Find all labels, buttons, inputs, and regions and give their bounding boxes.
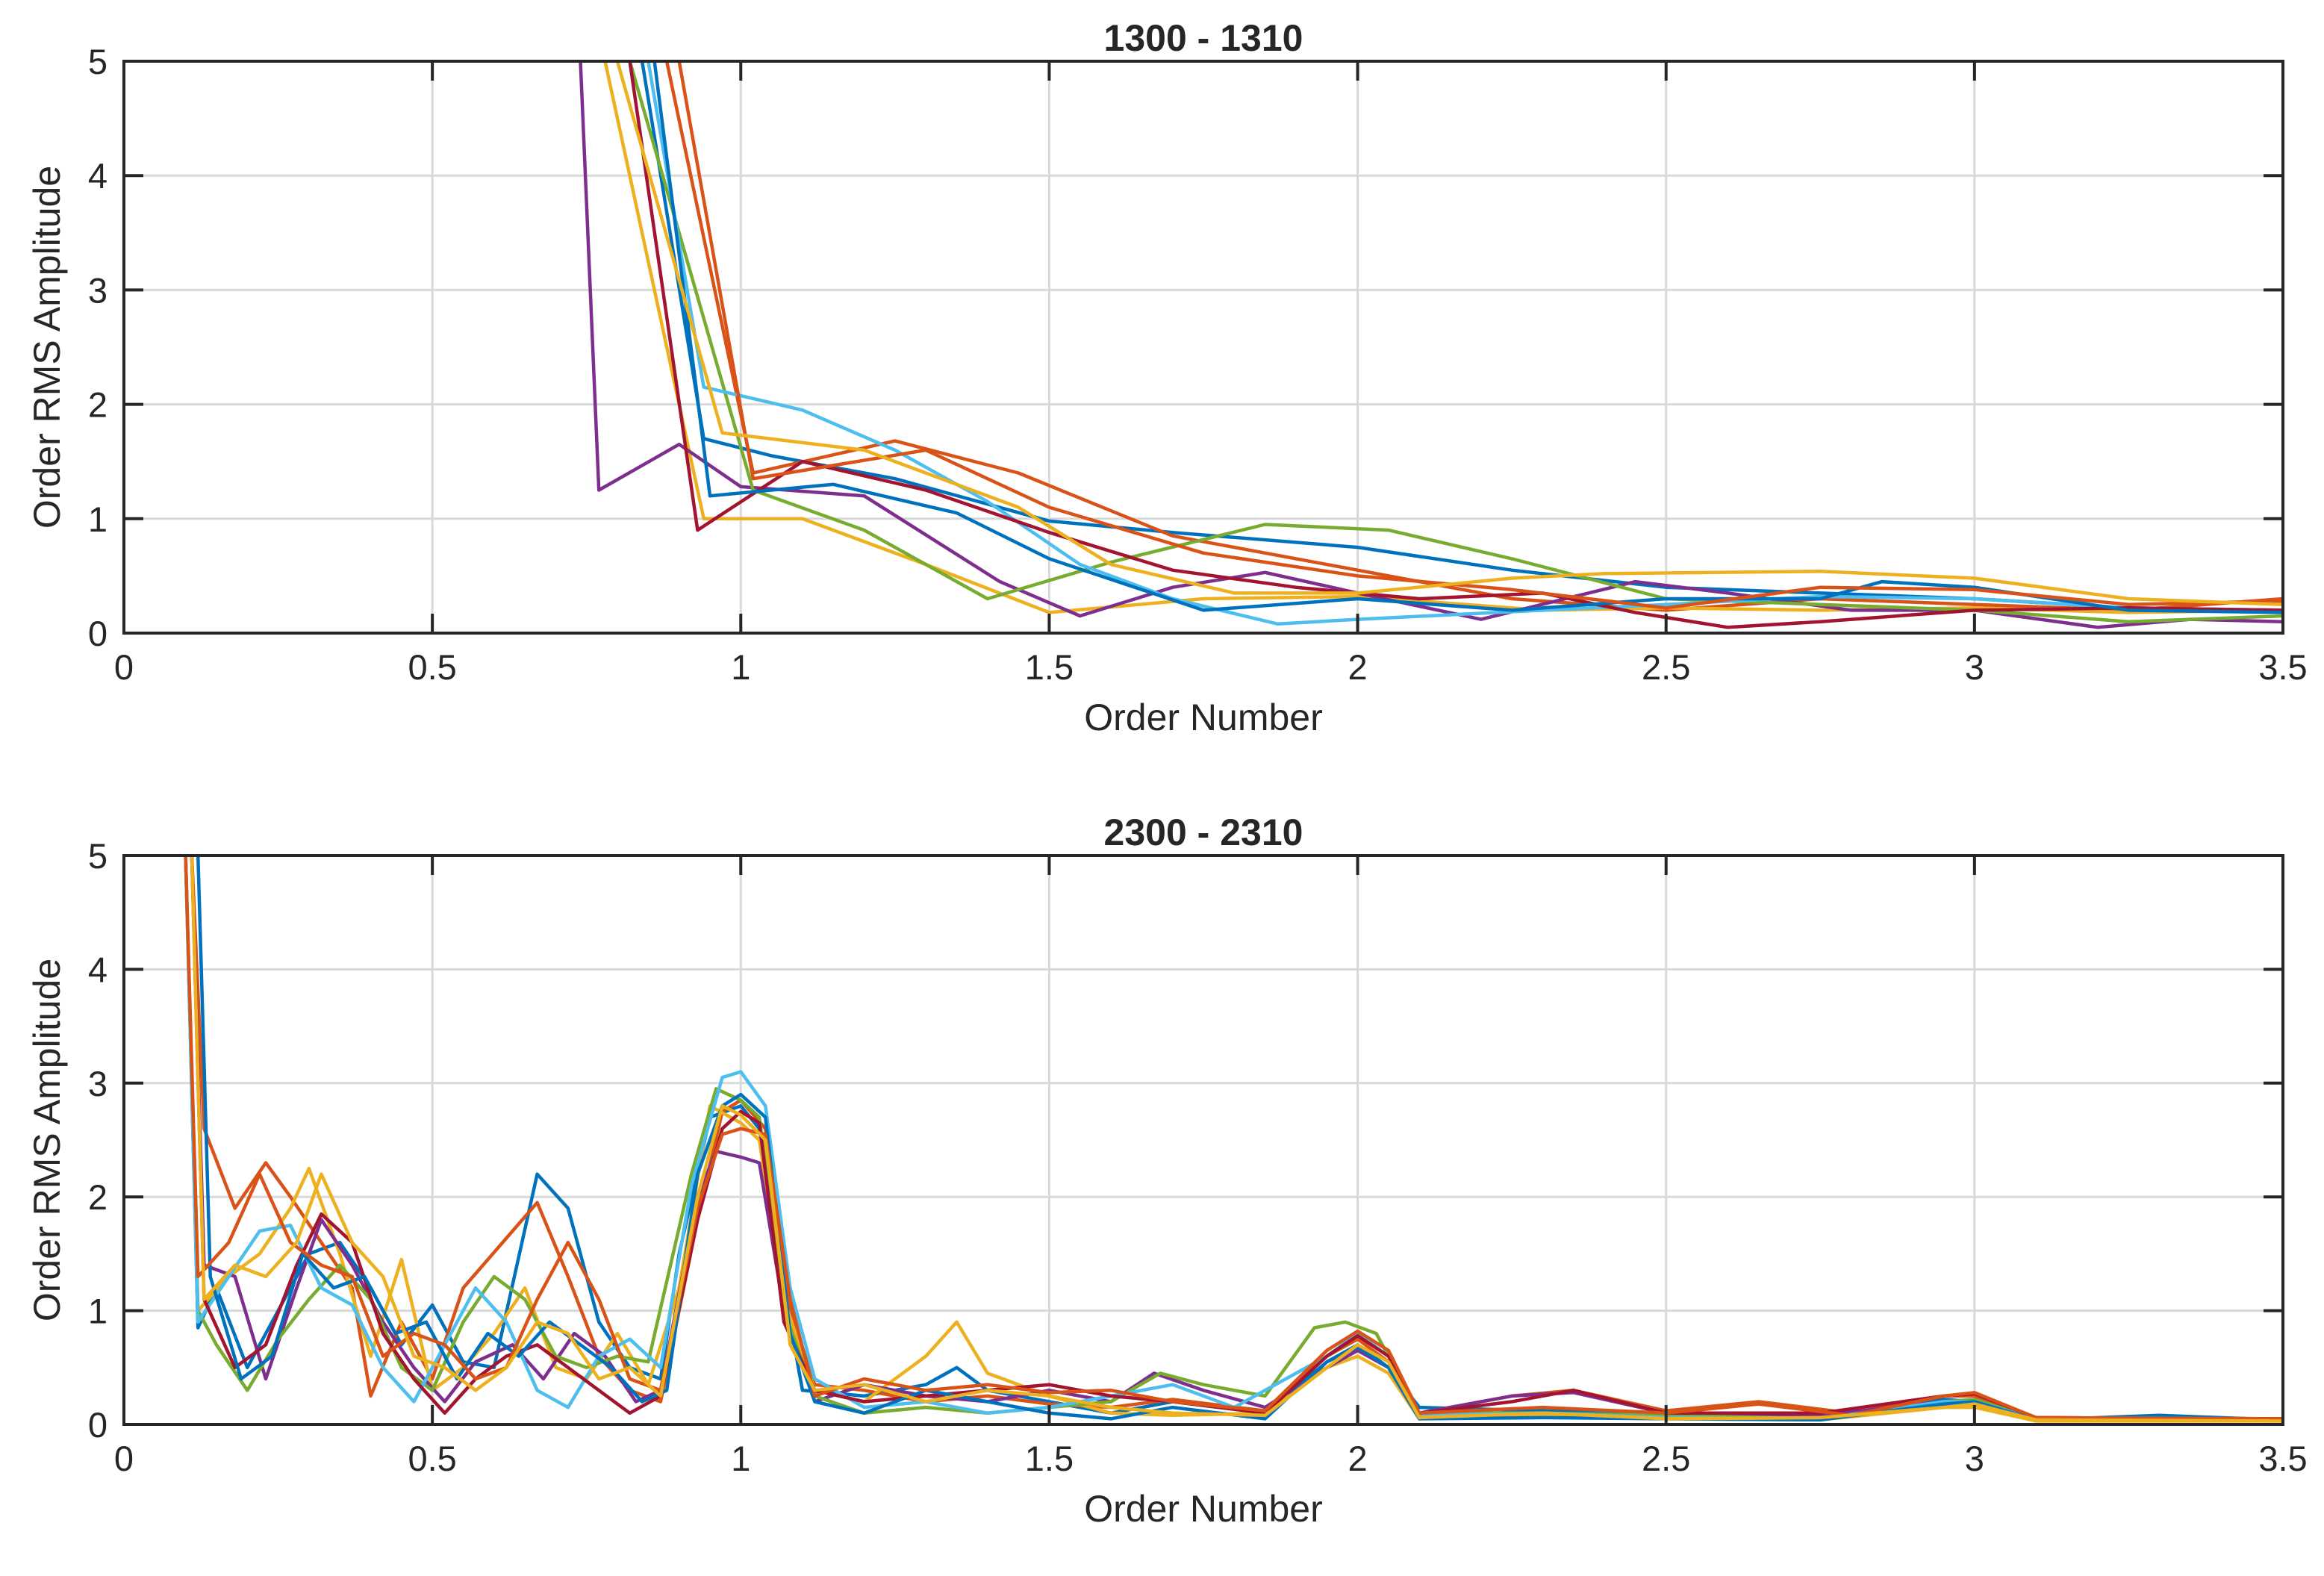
y-tick-label: 5	[88, 42, 108, 81]
x-axis-label: Order Number	[1084, 1488, 1323, 1530]
series-line-3	[603, 61, 2283, 614]
series-line-8	[652, 61, 2283, 614]
axes-box	[122, 60, 2284, 635]
y-tick-label: 1	[88, 499, 108, 539]
series-group	[184, 856, 2283, 1423]
x-tick-label: 1	[731, 647, 750, 687]
x-tick-label: 2.5	[1642, 1439, 1690, 1478]
x-tick-label: 3	[1965, 1439, 1984, 1478]
x-tick-label: 3.5	[2258, 1439, 2307, 1478]
series-line-6	[647, 61, 2283, 626]
series-group	[579, 61, 2283, 629]
y-tick-label: 2	[88, 385, 108, 425]
x-tick-label: 2	[1348, 647, 1368, 687]
x-tick-label: 1	[731, 1439, 750, 1478]
x-tick-label: 0	[114, 1439, 134, 1478]
y-tick-label: 3	[88, 270, 108, 310]
chart-panel-2: 0 0.5 1 1.5 2 2.5 3 3.5 0 1 2 3 4 5 2300 - 2310 Order N…	[26, 812, 2308, 1530]
y-tick-label: 4	[88, 950, 108, 989]
chart-panel-1: 0 0.5 1 1.5 2 2.5 3 3.5 0 1 2 3 4 5 1300 - 1310 Order N…	[26, 17, 2308, 738]
plot-area	[124, 61, 2283, 633]
x-tick-label: 1.5	[1025, 1439, 1074, 1478]
x-tick-label: 1.5	[1025, 647, 1074, 687]
chart-title: 1300 - 1310	[1104, 17, 1303, 59]
y-tick-label: 0	[88, 1405, 108, 1445]
x-tick-label: 0.5	[408, 647, 456, 687]
y-axis-label: Order RMS Amplitude	[26, 166, 68, 529]
series-line-7	[628, 61, 2283, 629]
x-tick-label: 2	[1348, 1439, 1368, 1478]
y-tick-label: 4	[88, 156, 108, 196]
series-line-10	[190, 856, 2283, 1423]
x-tick-label: 0.5	[408, 1439, 456, 1478]
y-tick-label: 0	[88, 614, 108, 653]
y-tick-label: 5	[88, 836, 108, 876]
x-tick-label: 3.5	[2258, 647, 2307, 687]
plot-area	[124, 856, 2283, 1424]
x-tick-label: 3	[1965, 647, 1984, 687]
x-tick-label: 0	[114, 647, 134, 687]
series-line-9	[677, 61, 2283, 610]
x-tick-label: 2.5	[1642, 647, 1690, 687]
x-axis-label: Order Number	[1084, 697, 1323, 738]
y-tick-label: 1	[88, 1292, 108, 1331]
series-line-9	[184, 856, 2283, 1421]
chart-title: 2300 - 2310	[1104, 812, 1303, 853]
y-tick-label: 2	[88, 1177, 108, 1217]
y-tick-label: 3	[88, 1064, 108, 1103]
axes-box	[122, 854, 2284, 1426]
series-line-7	[190, 856, 2283, 1421]
y-axis-label: Order RMS Amplitude	[26, 959, 68, 1321]
series-line-10	[615, 61, 2283, 606]
